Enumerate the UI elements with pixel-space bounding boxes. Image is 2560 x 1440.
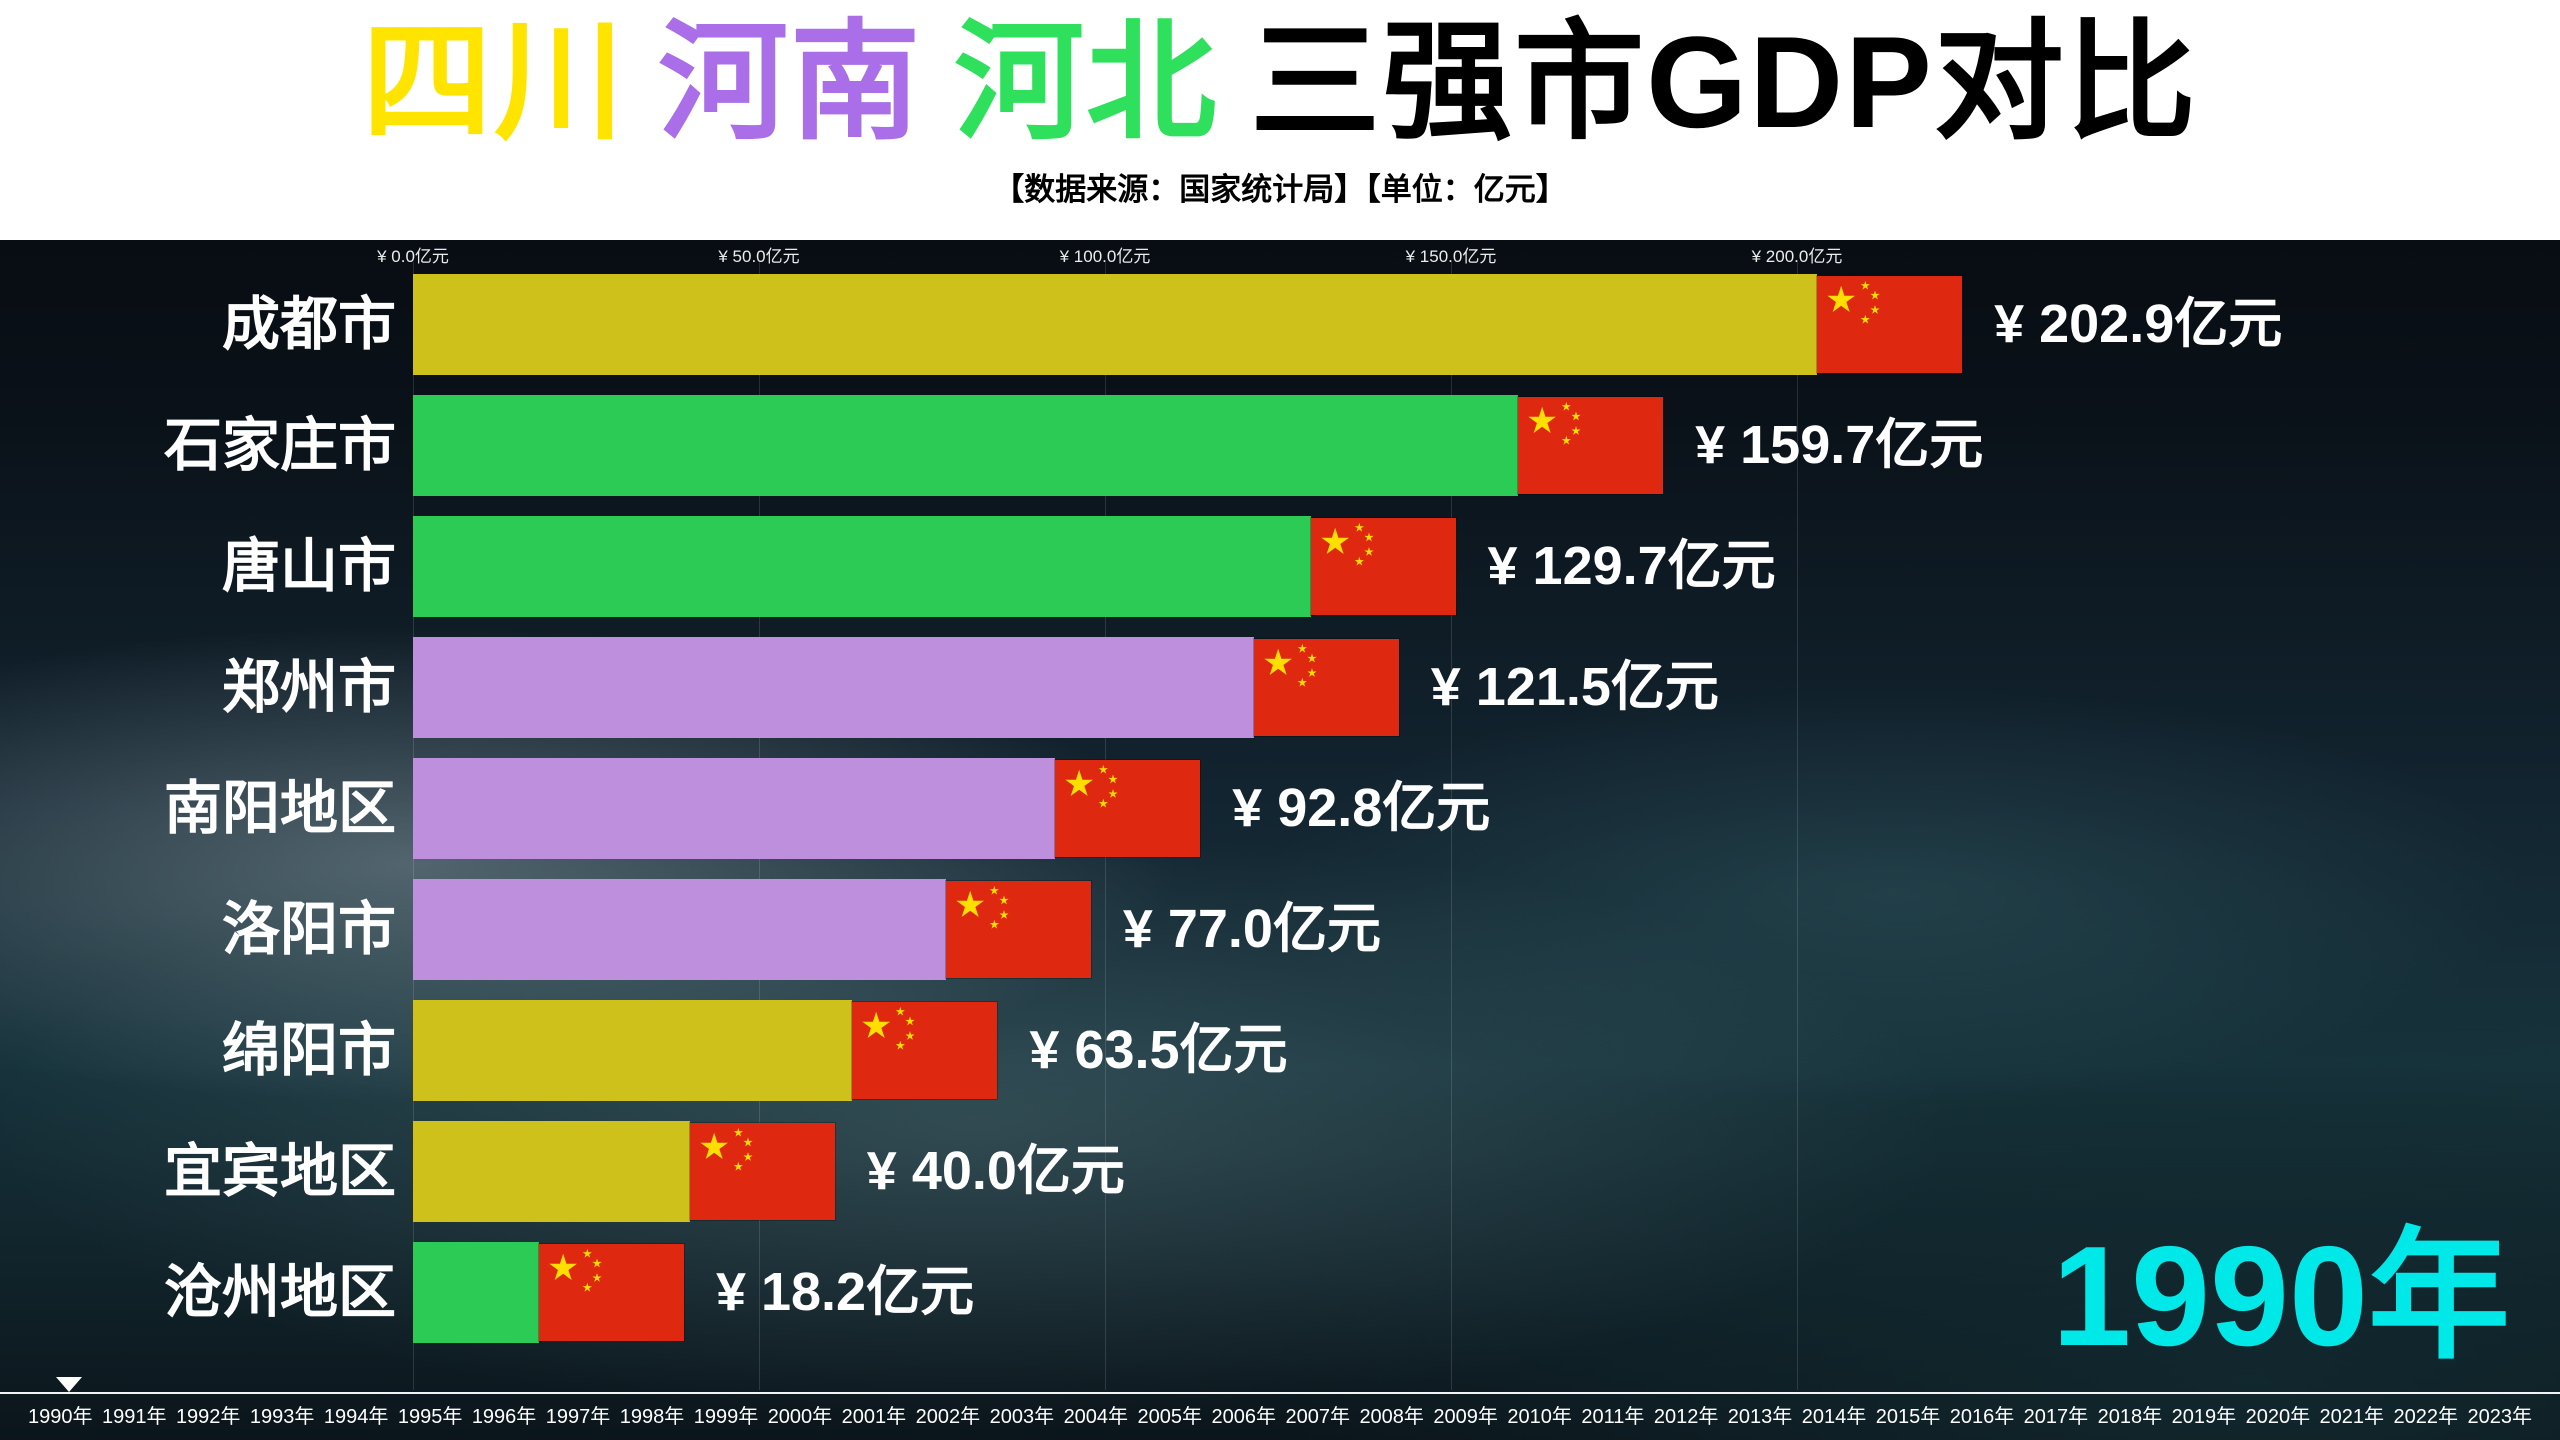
timeline-year: 2015年 (1875, 1406, 1941, 1428)
bar-row: 沧州地区 ¥ 18.2亿元 (0, 1242, 2560, 1343)
bar-row: 郑州市 ¥ 121.5亿元 (0, 637, 2560, 738)
timeline-year: 1999年 (693, 1406, 759, 1428)
timeline-year: 2013年 (1727, 1406, 1793, 1428)
gridline (1451, 262, 1452, 1390)
bar-label: 沧州地区 (163, 1260, 396, 1325)
timeline-year: 1997年 (545, 1406, 611, 1428)
bar (413, 516, 1311, 617)
axis-tick-label: ¥ 200.0亿元 (1751, 247, 1843, 266)
timeline-year: 2011年 (1581, 1406, 1645, 1428)
title-segment: 河北 (954, 9, 1219, 155)
page-title: 四川 河南 河北 三强市GDP对比 (0, 0, 2560, 158)
title-segment: 河南 (658, 9, 923, 155)
timeline-year: 2020年 (2245, 1406, 2311, 1428)
timeline-year: 1991年 (101, 1406, 167, 1428)
bar-value: ¥ 129.7亿元 (1487, 536, 1776, 596)
timeline-year: 1996年 (471, 1406, 537, 1428)
timeline-year: 2008年 (1359, 1406, 1424, 1428)
bar-value: ¥ 202.9亿元 (1994, 294, 2283, 354)
timeline-year: 1995年 (397, 1406, 463, 1428)
timeline-year: 2003年 (989, 1406, 1055, 1428)
title-segment: 三强市GDP对比 (1250, 9, 2198, 155)
header: 四川 河南 河北 三强市GDP对比 【数据来源：国家统计局】【单位：亿元】 (0, 0, 2560, 240)
bar-row: 洛阳市 ¥ 77.0亿元 (0, 879, 2560, 980)
axis-tick-label: ¥ 150.0亿元 (1405, 247, 1497, 266)
bar-value: ¥ 121.5亿元 (1430, 657, 1719, 717)
current-year-label: 1990年 (2052, 1217, 2510, 1376)
timeline-year: 2000年 (767, 1406, 833, 1428)
bar-label: 石家庄市 (163, 413, 396, 478)
timeline-year: 2009年 (1433, 1406, 1498, 1428)
bar-value: ¥ 40.0亿元 (866, 1141, 1125, 1201)
timeline-year: 2022年 (2393, 1406, 2459, 1428)
bar-value: ¥ 63.5亿元 (1029, 1020, 1288, 1080)
bar-label: 郑州市 (221, 655, 396, 720)
timeline-marker-icon[interactable] (56, 1377, 82, 1392)
china-flag-icon (1310, 518, 1456, 615)
china-flag-icon (852, 1002, 998, 1099)
bar (413, 758, 1056, 859)
bar-row: 成都市 ¥ 202.9亿元 (0, 274, 2560, 375)
bar-value: ¥ 159.7亿元 (1695, 415, 1984, 475)
axis-tick-label: ¥ 0.0亿元 (377, 247, 449, 266)
bar-value: ¥ 92.8亿元 (1232, 778, 1491, 838)
bar-row: 南阳地区 ¥ 92.8亿元 (0, 758, 2560, 859)
timeline-year: 2019年 (2171, 1406, 2237, 1428)
timeline-year: 1993年 (249, 1406, 315, 1428)
china-flag-icon (538, 1244, 684, 1341)
timeline-year: 2012年 (1653, 1406, 1719, 1428)
timeline-year: 1992年 (175, 1406, 241, 1428)
bar (413, 637, 1254, 738)
bar (413, 1000, 853, 1101)
bar-label: 成都市 (221, 292, 396, 357)
timeline-year: 1994年 (323, 1406, 389, 1428)
bar-row: 绵阳市 ¥ 63.5亿元 (0, 1000, 2560, 1101)
title-segment: 四川 (362, 9, 627, 155)
bar-row: 宜宾地区 ¥ 40.0亿元 (0, 1121, 2560, 1222)
timeline-line (0, 1392, 2560, 1394)
bar-row: 唐山市 ¥ 129.7亿元 (0, 516, 2560, 617)
bar (413, 1242, 539, 1343)
china-flag-icon (945, 881, 1091, 978)
timeline-year: 1990年 (28, 1406, 93, 1428)
bar-label: 洛阳市 (221, 897, 396, 962)
bar (413, 395, 1519, 496)
bar-value: ¥ 77.0亿元 (1122, 899, 1381, 959)
bar-value: ¥ 18.2亿元 (715, 1262, 975, 1322)
axis-tick-label: ¥ 50.0亿元 (718, 247, 800, 266)
timeline-year: 2018年 (2097, 1406, 2163, 1428)
china-flag-icon (1518, 397, 1664, 494)
bar-label: 南阳地区 (163, 776, 396, 841)
china-flag-icon (1055, 760, 1201, 857)
timeline-year: 2016年 (1949, 1406, 2015, 1428)
bar-row: 石家庄市 ¥ 159.7亿元 (0, 395, 2560, 496)
bar (413, 879, 946, 980)
bar-label: 宜宾地区 (163, 1139, 396, 1204)
bar (413, 1121, 690, 1222)
bar-label: 唐山市 (221, 534, 396, 599)
subtitle: 【数据来源：国家统计局】【单位：亿元】 (993, 172, 1567, 207)
bar-label: 绵阳市 (221, 1018, 396, 1083)
timeline-year: 2001年 (841, 1406, 907, 1428)
timeline-year: 2006年 (1211, 1406, 1277, 1428)
china-flag-icon (1253, 639, 1399, 736)
timeline-year: 2023年 (2467, 1406, 2532, 1428)
timeline-years: 1990年 1991年 1992年 1993年 1994年 1995年 1996年 1997年… (28, 1400, 2532, 1429)
china-flag-icon (1817, 276, 1963, 373)
gridline (1797, 262, 1798, 1390)
timeline-year: 2005年 (1137, 1406, 1203, 1428)
china-flag-icon (689, 1123, 835, 1220)
timeline-year: 2017年 (2023, 1406, 2089, 1428)
axis-tick-label: ¥ 100.0亿元 (1059, 247, 1151, 266)
bar (413, 274, 1818, 375)
timeline-year: 2004年 (1063, 1406, 1129, 1428)
timeline-year: 2002年 (915, 1406, 981, 1428)
timeline-year: 2007年 (1285, 1406, 1350, 1428)
timeline-year: 2014年 (1801, 1406, 1867, 1428)
timeline-year: 2010年 (1507, 1406, 1572, 1428)
timeline-year: 2021年 (2319, 1406, 2385, 1428)
timeline-year: 1998年 (619, 1406, 685, 1428)
